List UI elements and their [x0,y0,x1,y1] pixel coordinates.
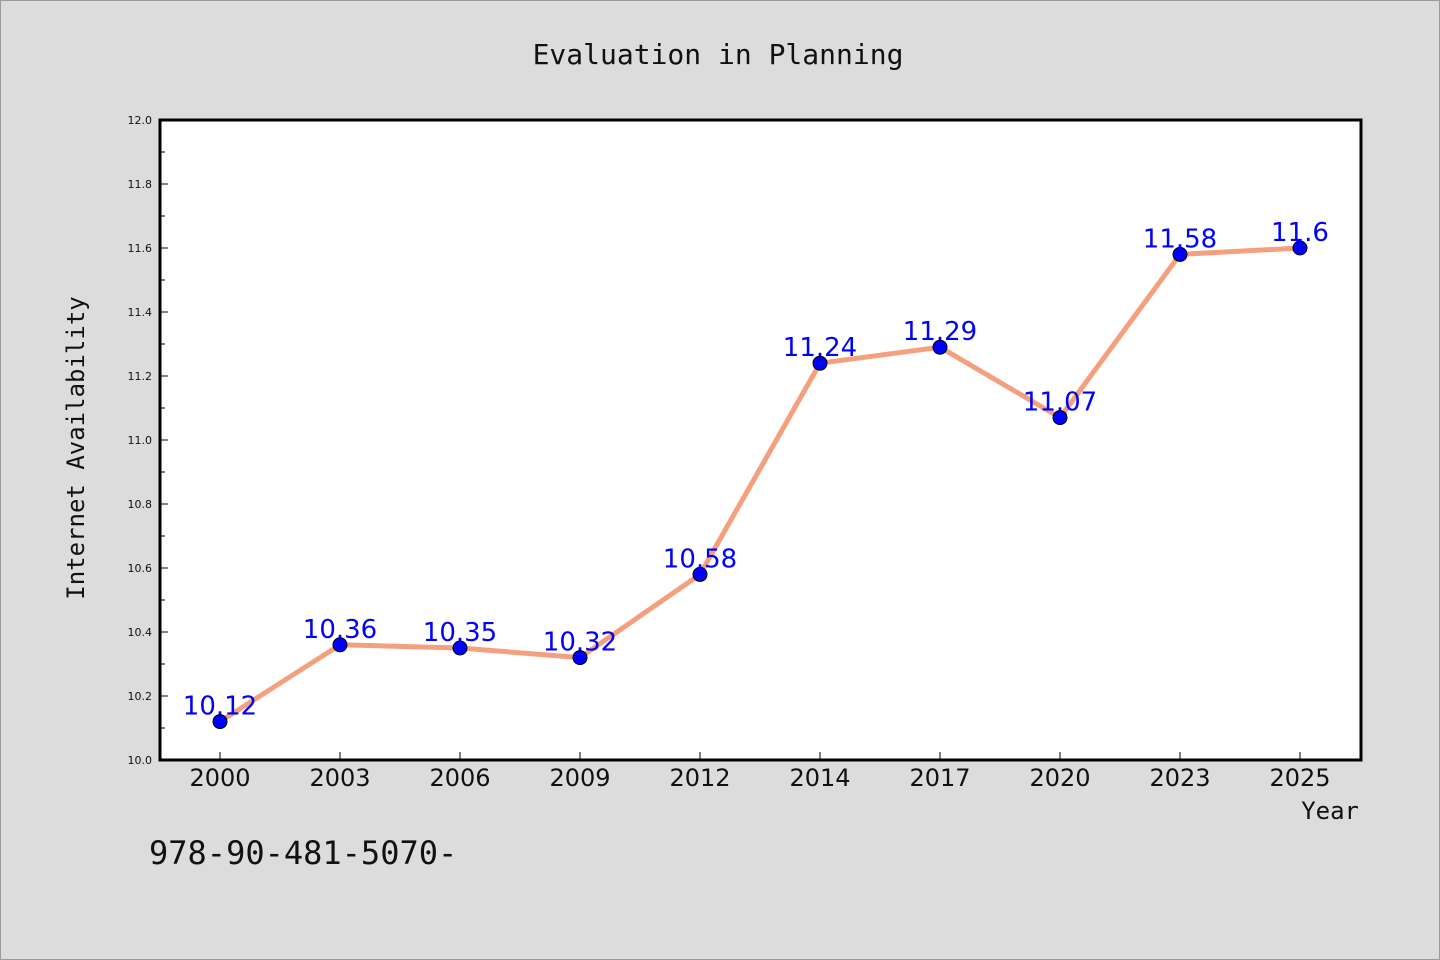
data-point-marker [212,714,228,730]
data-point-marker [932,339,948,355]
y-tick-label: 11.0 [128,434,153,447]
y-tick-label: 10.6 [128,562,153,575]
data-point-marker [332,637,348,653]
x-tick-label: 2020 [1029,764,1090,792]
x-tick-label: 2006 [429,764,490,792]
y-axis-label: Internet Availability [62,296,90,599]
plot-area [158,118,1363,762]
y-tick-label: 10.0 [128,754,153,767]
x-tick-label: 2003 [309,764,370,792]
x-axis-label: Year [1301,797,1359,825]
data-point-marker [1172,246,1188,262]
y-tick-label: 10.2 [128,690,153,703]
x-tick-label: 2012 [669,764,730,792]
y-tick-label: 11.6 [128,242,153,255]
y-tick-label: 11.8 [128,178,153,191]
x-axis: 2000 2003 2006 2009 2012 2014 2017 2020 2023 2025 [189,752,1331,792]
data-point-marker [692,566,708,582]
data-point-label: 11.07 [1023,388,1097,418]
data-point-marker [1292,240,1308,256]
series-line [217,245,1303,725]
data-point-label: 10.32 [543,628,617,658]
x-tick-label: 2014 [789,764,850,792]
y-tick-label: 11.4 [128,306,153,319]
data-point-label: 10.36 [303,615,377,645]
data-point-marker [452,640,468,656]
y-tick-label: 12.0 [128,114,153,127]
chart-title: Evaluation in Planning [533,38,904,71]
y-tick-label: 11.2 [128,370,153,383]
y-tick-label: 10.8 [128,498,153,511]
data-point-label: 10.35 [423,618,497,648]
data-point-label: 11.6 [1271,218,1329,248]
x-tick-label: 2009 [549,764,610,792]
y-axis: 10.0 10.2 10.4 10.6 10.8 11.0 11.2 11.4 11.6 11.8… [128,114,168,767]
data-point-label: 11.24 [783,333,857,363]
x-tick-label: 2000 [189,764,250,792]
data-point-marker [1052,410,1068,426]
data-point-marker [572,650,588,666]
data-point-label: 10.12 [183,692,257,722]
y-tick-label: 10.4 [128,626,153,639]
data-point-label: 10.58 [663,544,737,574]
data-point-marker [812,355,828,371]
x-tick-label: 2023 [1149,764,1210,792]
data-point-label: 11.58 [1143,224,1217,254]
data-point-label: 11.29 [903,317,977,347]
footer-isbn-text: 978-90-481-5070- [149,834,457,872]
series-internet-availability: 10.12 10.36 10.35 10.32 10.58 11.24 11.29 11.07… [183,218,1329,730]
x-tick-label: 2017 [909,764,970,792]
x-tick-label: 2025 [1269,764,1330,792]
